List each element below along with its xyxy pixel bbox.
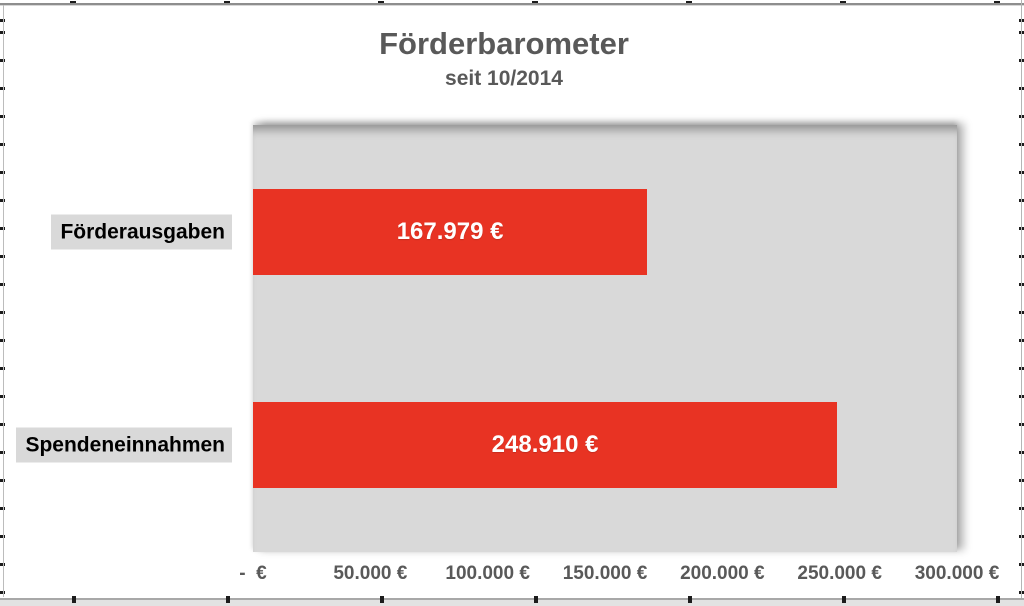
chart-title: Förderbarometer [379,26,629,61]
chart-subtitle: seit 10/2014 [445,67,563,90]
x-tick-label-2: 50.000 € [333,563,408,584]
category-label-1: Förderausgaben [51,214,232,250]
x-tick-label-6: 250.000 € [797,563,882,584]
category-label-2: Spendeneinnahmen [16,427,232,463]
bar-1: 167.979 € [253,188,648,275]
plot-area: 167.979 € 248.910 € [253,125,957,552]
category-axis: Förderausgaben Spendeneinnahmen [0,125,232,552]
x-tick-label-4: 150.000 € [562,563,648,584]
chart-title-block: Förderbarometer seit 10/2014 [0,26,1008,91]
x-tick-label-5: 200.000 € [680,563,765,584]
x-tick-label-1: - € [239,563,267,584]
value-axis: - € 50.000 € 100.000 € 150.000 € 200.000 € 25… [239,563,999,589]
bar-value-label: 167.979 € [396,217,504,245]
bar-value-label: 248.910 € [491,431,599,459]
bar-2: 248.910 € [253,402,838,489]
x-tick-label-7: 300.000 € [914,563,1000,584]
x-tick-label-3: 100.000 € [445,563,530,584]
